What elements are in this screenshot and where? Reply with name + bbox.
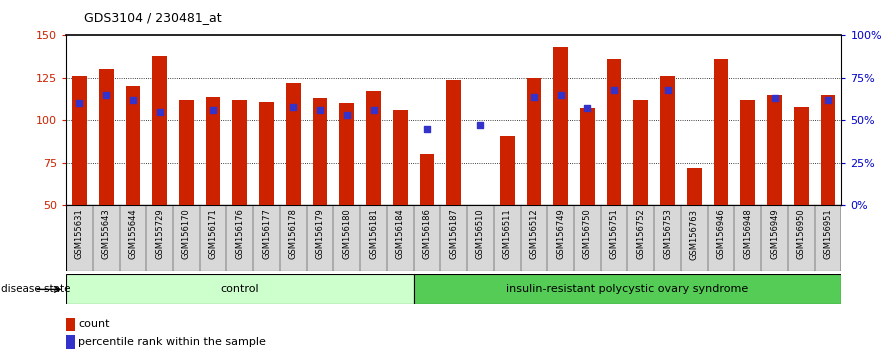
Point	[286, 104, 300, 110]
Text: GSM156751: GSM156751	[610, 209, 618, 259]
Text: GSM156181: GSM156181	[369, 209, 378, 259]
Bar	[473, 205, 488, 216]
Text: percentile rank within the sample: percentile rank within the sample	[78, 337, 266, 347]
Text: GSM156512: GSM156512	[529, 209, 538, 259]
Bar	[714, 59, 729, 205]
Bar	[339, 103, 354, 205]
Bar	[633, 100, 648, 205]
Point	[126, 97, 140, 103]
Bar	[500, 136, 515, 205]
Bar	[527, 78, 541, 205]
Point	[767, 96, 781, 101]
Text: GSM156178: GSM156178	[289, 209, 298, 259]
Point	[553, 92, 567, 98]
Text: GSM156176: GSM156176	[235, 209, 244, 259]
Bar	[179, 100, 194, 205]
Bar	[313, 98, 328, 205]
Bar	[366, 91, 381, 205]
Bar	[72, 76, 87, 205]
Text: GSM156186: GSM156186	[423, 209, 432, 259]
Bar	[393, 110, 408, 205]
Point	[821, 97, 835, 103]
Bar	[740, 100, 755, 205]
Point	[420, 126, 434, 132]
Bar	[447, 80, 461, 205]
Text: GSM156951: GSM156951	[824, 209, 833, 259]
Point	[473, 122, 487, 128]
Text: GSM156170: GSM156170	[181, 209, 191, 259]
Point	[661, 87, 675, 93]
Text: GSM156946: GSM156946	[716, 209, 726, 259]
Bar	[152, 56, 167, 205]
Point	[527, 94, 541, 99]
Text: GSM156752: GSM156752	[636, 209, 646, 259]
Text: GDS3104 / 230481_at: GDS3104 / 230481_at	[84, 11, 221, 24]
Bar	[286, 83, 300, 205]
Bar	[66, 274, 413, 304]
Text: GSM155729: GSM155729	[155, 209, 164, 259]
Text: GSM156171: GSM156171	[209, 209, 218, 259]
Bar	[126, 86, 140, 205]
Point	[313, 107, 327, 113]
Point	[152, 109, 167, 115]
Text: GSM156948: GSM156948	[744, 209, 752, 259]
Bar	[66, 318, 75, 331]
Text: GSM155631: GSM155631	[75, 209, 84, 259]
Bar	[413, 274, 841, 304]
Text: control: control	[220, 284, 259, 295]
Text: GSM155644: GSM155644	[129, 209, 137, 259]
Text: GSM156184: GSM156184	[396, 209, 404, 259]
Text: GSM156177: GSM156177	[262, 209, 271, 259]
Text: GSM156749: GSM156749	[556, 209, 565, 259]
Point	[340, 113, 354, 118]
Bar	[660, 76, 675, 205]
Text: count: count	[78, 319, 110, 329]
Text: GSM156511: GSM156511	[503, 209, 512, 259]
Text: disease state: disease state	[1, 284, 70, 295]
Text: insulin-resistant polycystic ovary syndrome: insulin-resistant polycystic ovary syndr…	[507, 284, 749, 295]
Bar	[233, 100, 248, 205]
Text: GSM156949: GSM156949	[770, 209, 779, 259]
Bar	[66, 335, 75, 349]
Text: GSM156180: GSM156180	[343, 209, 352, 259]
Point	[366, 107, 381, 113]
Bar	[607, 59, 621, 205]
Text: GSM155643: GSM155643	[101, 209, 111, 259]
Text: GSM156187: GSM156187	[449, 209, 458, 259]
Bar	[99, 69, 114, 205]
Text: GSM156950: GSM156950	[796, 209, 806, 259]
Bar	[259, 102, 274, 205]
Text: GSM156763: GSM156763	[690, 209, 699, 259]
Point	[206, 107, 220, 113]
Bar	[794, 107, 809, 205]
Bar	[580, 108, 595, 205]
Text: GSM156750: GSM156750	[583, 209, 592, 259]
Text: GSM156753: GSM156753	[663, 209, 672, 259]
Point	[72, 101, 86, 106]
Text: GSM156179: GSM156179	[315, 209, 324, 259]
Point	[607, 87, 621, 93]
Bar	[767, 95, 781, 205]
Point	[581, 105, 595, 111]
Point	[100, 92, 114, 98]
Bar	[820, 95, 835, 205]
Bar	[687, 168, 701, 205]
Bar	[419, 154, 434, 205]
Bar	[206, 97, 220, 205]
Bar	[553, 47, 568, 205]
Text: GSM156510: GSM156510	[476, 209, 485, 259]
